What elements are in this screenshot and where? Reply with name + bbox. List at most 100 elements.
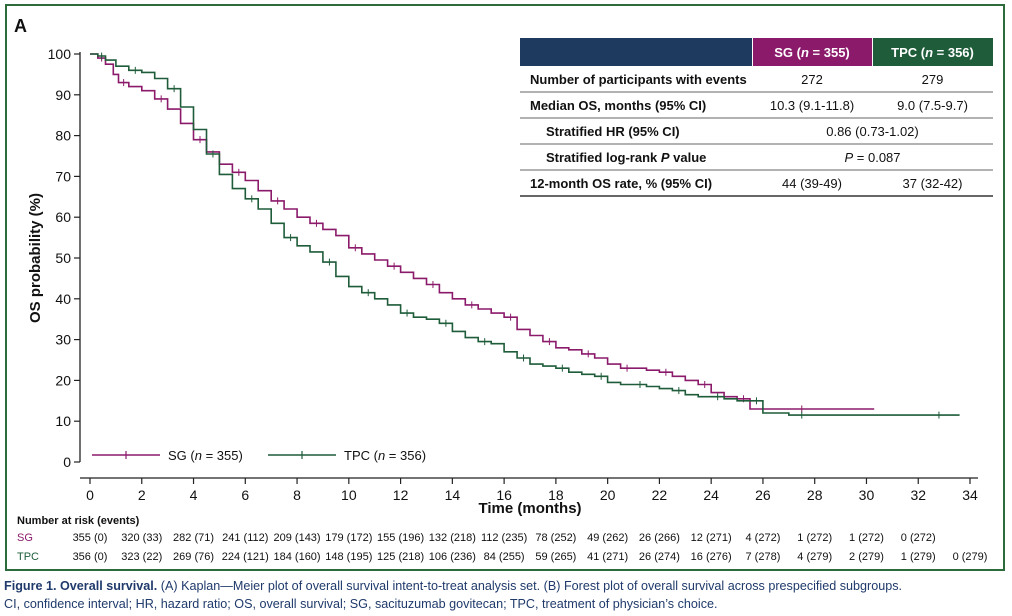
tpc-at-risk-value: 7 (278) xyxy=(746,551,781,563)
tpc-at-risk-label: TPC xyxy=(17,551,39,563)
stats-row-sg-value: 10.3 (9.1-11.8) xyxy=(770,98,854,113)
x-tick-label: 10 xyxy=(341,487,357,503)
x-tick-label: 6 xyxy=(241,487,249,503)
tpc-at-risk-value: 59 (265) xyxy=(535,551,576,563)
y-tick-label: 80 xyxy=(55,128,71,144)
x-tick-label: 2 xyxy=(138,487,146,503)
stats-row-label: Stratified log-rank P value xyxy=(546,150,706,165)
stats-row-tpc-value: 279 xyxy=(922,72,944,87)
x-tick-label: 16 xyxy=(496,487,512,503)
sg-at-risk-value: 282 (71) xyxy=(173,532,214,544)
tpc-at-risk-value: 148 (195) xyxy=(325,551,372,563)
sg-at-risk-value: 4 (272) xyxy=(746,532,781,544)
stats-row-label: Median OS, months (95% CI) xyxy=(530,98,706,113)
at-risk-table: Number at risk (events) SG 355 (0) 320 (33)… xyxy=(17,515,987,563)
stats-row-label: 12-month OS rate, % (95% CI) xyxy=(530,176,712,191)
x-tick-label: 12 xyxy=(393,487,409,503)
y-tick-label: 70 xyxy=(55,168,71,184)
at-risk-title: Number at risk (events) xyxy=(17,515,140,527)
stats-table: SG (n = 355) TPC (n = 356) Number of parti… xyxy=(520,38,993,197)
tpc-at-risk-value: 323 (22) xyxy=(121,551,162,563)
tpc-at-risk-value: 4 (279) xyxy=(797,551,832,563)
stats-row-merged-value: 0.86 (0.73-1.02) xyxy=(826,124,919,139)
x-tick-label: 22 xyxy=(652,487,668,503)
y-axis-title: OS probability (%) xyxy=(27,193,44,323)
sg-legend-label: SG (n = 355) xyxy=(168,448,243,463)
tpc-curve xyxy=(90,53,960,416)
legend: SG (n = 355) TPC (n = 356) xyxy=(92,448,426,463)
y-tick-label: 100 xyxy=(48,46,72,62)
sg-at-risk-value: 112 (235) xyxy=(481,532,527,544)
survival-curves xyxy=(90,52,960,419)
sg-at-risk-value: 355 (0) xyxy=(73,532,108,544)
y-tick-label: 40 xyxy=(55,291,71,307)
y-tick-label: 10 xyxy=(55,413,71,429)
tpc-at-risk-value: 184 (160) xyxy=(274,551,321,563)
stats-header-tpc: TPC (n = 356) xyxy=(891,45,974,60)
tpc-at-risk-value: 84 (255) xyxy=(484,551,525,563)
y-tick-label: 0 xyxy=(63,454,71,470)
figure-caption-line-2: CI, confidence interval; HR, hazard rati… xyxy=(4,597,718,611)
x-tick-label: 30 xyxy=(859,487,875,503)
x-tick-label: 26 xyxy=(755,487,771,503)
stats-header-tpc-bg xyxy=(873,38,993,66)
tpc-at-risk-value: 125 (218) xyxy=(377,551,424,563)
x-tick-label: 34 xyxy=(962,487,978,503)
x-tick-label: 24 xyxy=(703,487,719,503)
stats-row-label: Stratified HR (95% CI) xyxy=(546,124,680,139)
tpc-at-risk-value: 224 (121) xyxy=(222,551,269,563)
sg-curve xyxy=(90,53,875,410)
sg-at-risk-value: 155 (196) xyxy=(377,532,424,544)
x-tick-label: 4 xyxy=(190,487,198,503)
tpc-legend-label: TPC (n = 356) xyxy=(344,448,426,463)
stats-row-sg-value: 44 (39-49) xyxy=(782,176,842,191)
tpc-at-risk-value: 16 (276) xyxy=(691,551,732,563)
sg-at-risk-value: 0 (272) xyxy=(901,532,936,544)
tpc-at-risk-value: 2 (279) xyxy=(849,551,884,563)
sg-at-risk-value: 12 (271) xyxy=(691,532,732,544)
stats-header-sg-bg xyxy=(753,38,872,66)
stats-row-tpc-value: 9.0 (7.5-9.7) xyxy=(897,98,968,113)
panel-label: A xyxy=(14,16,27,36)
x-tick-label: 20 xyxy=(600,487,616,503)
tpc-at-risk-value: 356 (0) xyxy=(73,551,108,563)
x-tick-label: 14 xyxy=(445,487,461,503)
stats-row-sg-value: 272 xyxy=(801,72,823,87)
stats-row-merged-value: P = 0.087 xyxy=(844,150,900,165)
sg-at-risk-value: 132 (218) xyxy=(429,532,476,544)
sg-at-risk-value: 1 (272) xyxy=(849,532,884,544)
x-tick-label: 8 xyxy=(293,487,301,503)
sg-at-risk-value: 179 (172) xyxy=(325,532,372,544)
stats-row-tpc-value: 37 (32-42) xyxy=(903,176,963,191)
x-tick-label: 28 xyxy=(807,487,823,503)
sg-at-risk-label: SG xyxy=(17,532,33,544)
stats-header-blank xyxy=(520,38,752,66)
caption-bold: Figure 1. Overall survival. xyxy=(4,579,158,593)
tpc-at-risk-value: 106 (236) xyxy=(429,551,476,563)
caption-rest: (A) Kaplan—Meier plot of overall surviva… xyxy=(157,579,903,593)
sg-at-risk-value: 1 (272) xyxy=(797,532,832,544)
tpc-at-risk-value: 269 (76) xyxy=(173,551,214,563)
x-tick-label: 32 xyxy=(910,487,926,503)
tpc-at-risk-value: 26 (274) xyxy=(639,551,680,563)
y-tick-label: 50 xyxy=(55,250,71,266)
stats-row-label: Number of participants with events xyxy=(530,72,747,87)
sg-at-risk-value: 49 (262) xyxy=(587,532,628,544)
x-tick-label: 18 xyxy=(548,487,564,503)
sg-at-risk-value: 78 (252) xyxy=(535,532,576,544)
sg-at-risk-value: 26 (266) xyxy=(639,532,680,544)
x-axis-title: Time (months) xyxy=(478,500,581,517)
y-tick-label: 30 xyxy=(55,332,71,348)
tpc-at-risk-value: 0 (279) xyxy=(953,551,988,563)
figure-caption-line-1: Figure 1. Overall survival. (A) Kaplan—M… xyxy=(4,578,1008,595)
y-tick-label: 60 xyxy=(55,209,71,225)
figure-frame xyxy=(5,4,1005,571)
x-tick-label: 0 xyxy=(86,487,94,503)
sg-at-risk-value: 320 (33) xyxy=(121,532,162,544)
tpc-at-risk-value: 41 (271) xyxy=(587,551,628,563)
stats-header-sg: SG (n = 355) xyxy=(774,45,850,60)
y-tick-label: 20 xyxy=(55,372,71,388)
tpc-at-risk-value: 1 (279) xyxy=(901,551,936,563)
